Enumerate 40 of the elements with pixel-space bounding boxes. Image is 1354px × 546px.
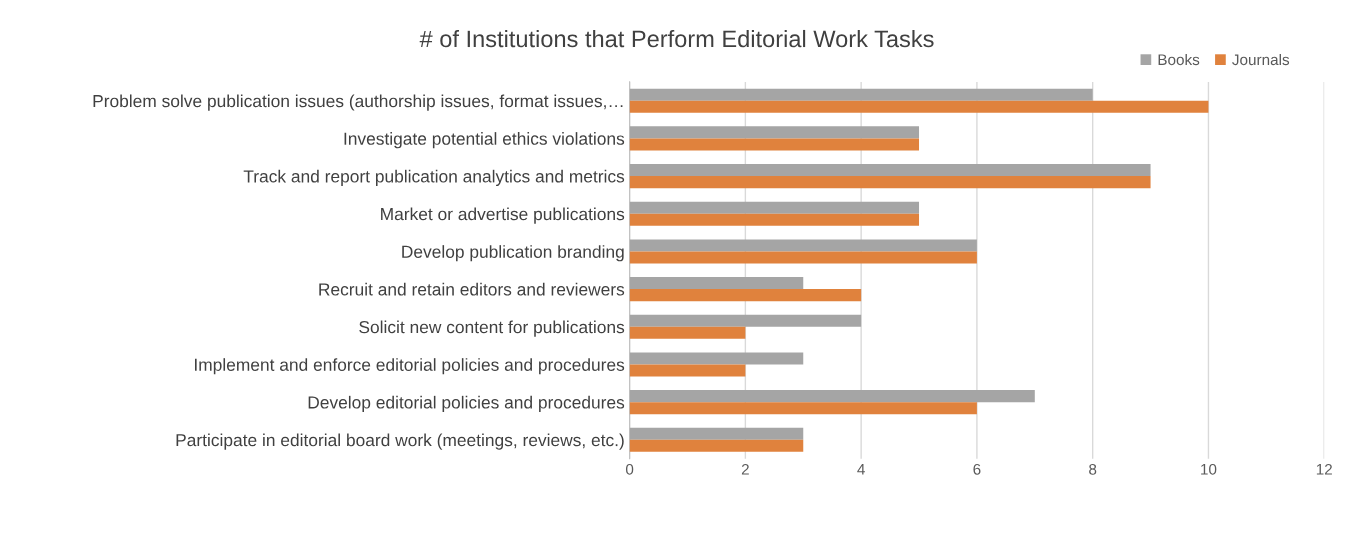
legend-label: Journals [1232, 53, 1290, 66]
y-tick-label: Develop publication branding [402, 245, 624, 262]
chart-title: # of Institutions that Perform Editorial Work Tasks [419, 29, 934, 48]
x-tick-label: 6 [973, 463, 981, 475]
bar [629, 201, 920, 214]
bar [629, 176, 1151, 189]
y-tick-label: Implement and enforce editorial policies and procedures [195, 358, 625, 375]
bar [629, 213, 920, 226]
bar [629, 277, 804, 290]
y-tick-label: Recruit and retain editors and reviewers [319, 282, 625, 296]
x-tick-label: 8 [1089, 463, 1097, 475]
bar [629, 364, 746, 377]
bar [629, 427, 804, 440]
y-tick-label: Problem solve publication issues (authorship issues, format issues,… [93, 94, 623, 111]
bar [629, 88, 1093, 101]
bar [629, 126, 920, 139]
bar [629, 402, 977, 415]
bar [629, 289, 862, 302]
bar [629, 314, 862, 327]
bar [629, 164, 1151, 177]
bar [629, 326, 746, 339]
x-tick-label: 4 [857, 464, 865, 475]
y-tick-label: Participate in editorial board work (meetings, reviews, etc.) [176, 433, 624, 450]
y-tick-label: Track and report publication analytics and metrics [243, 169, 625, 186]
bar [629, 138, 920, 151]
bar [629, 352, 804, 365]
x-tick-label: 2 [741, 463, 749, 475]
bar [629, 100, 1209, 113]
bar [629, 239, 977, 252]
x-tick-label: 0 [625, 463, 634, 475]
y-tick-label: Solicit new content for publications [359, 320, 625, 337]
bar [629, 251, 977, 264]
bar [629, 439, 804, 452]
y-tick-label: Market or advertise publications [381, 207, 625, 224]
y-tick-label: Develop editorial policies and procedures [308, 395, 625, 413]
x-tick-label: 10 [1201, 463, 1217, 475]
legend-label: Books [1158, 53, 1200, 66]
y-tick-label: Investigate potential ethics violations [344, 132, 625, 149]
bar [629, 390, 1035, 403]
x-tick-label: 12 [1316, 463, 1332, 475]
